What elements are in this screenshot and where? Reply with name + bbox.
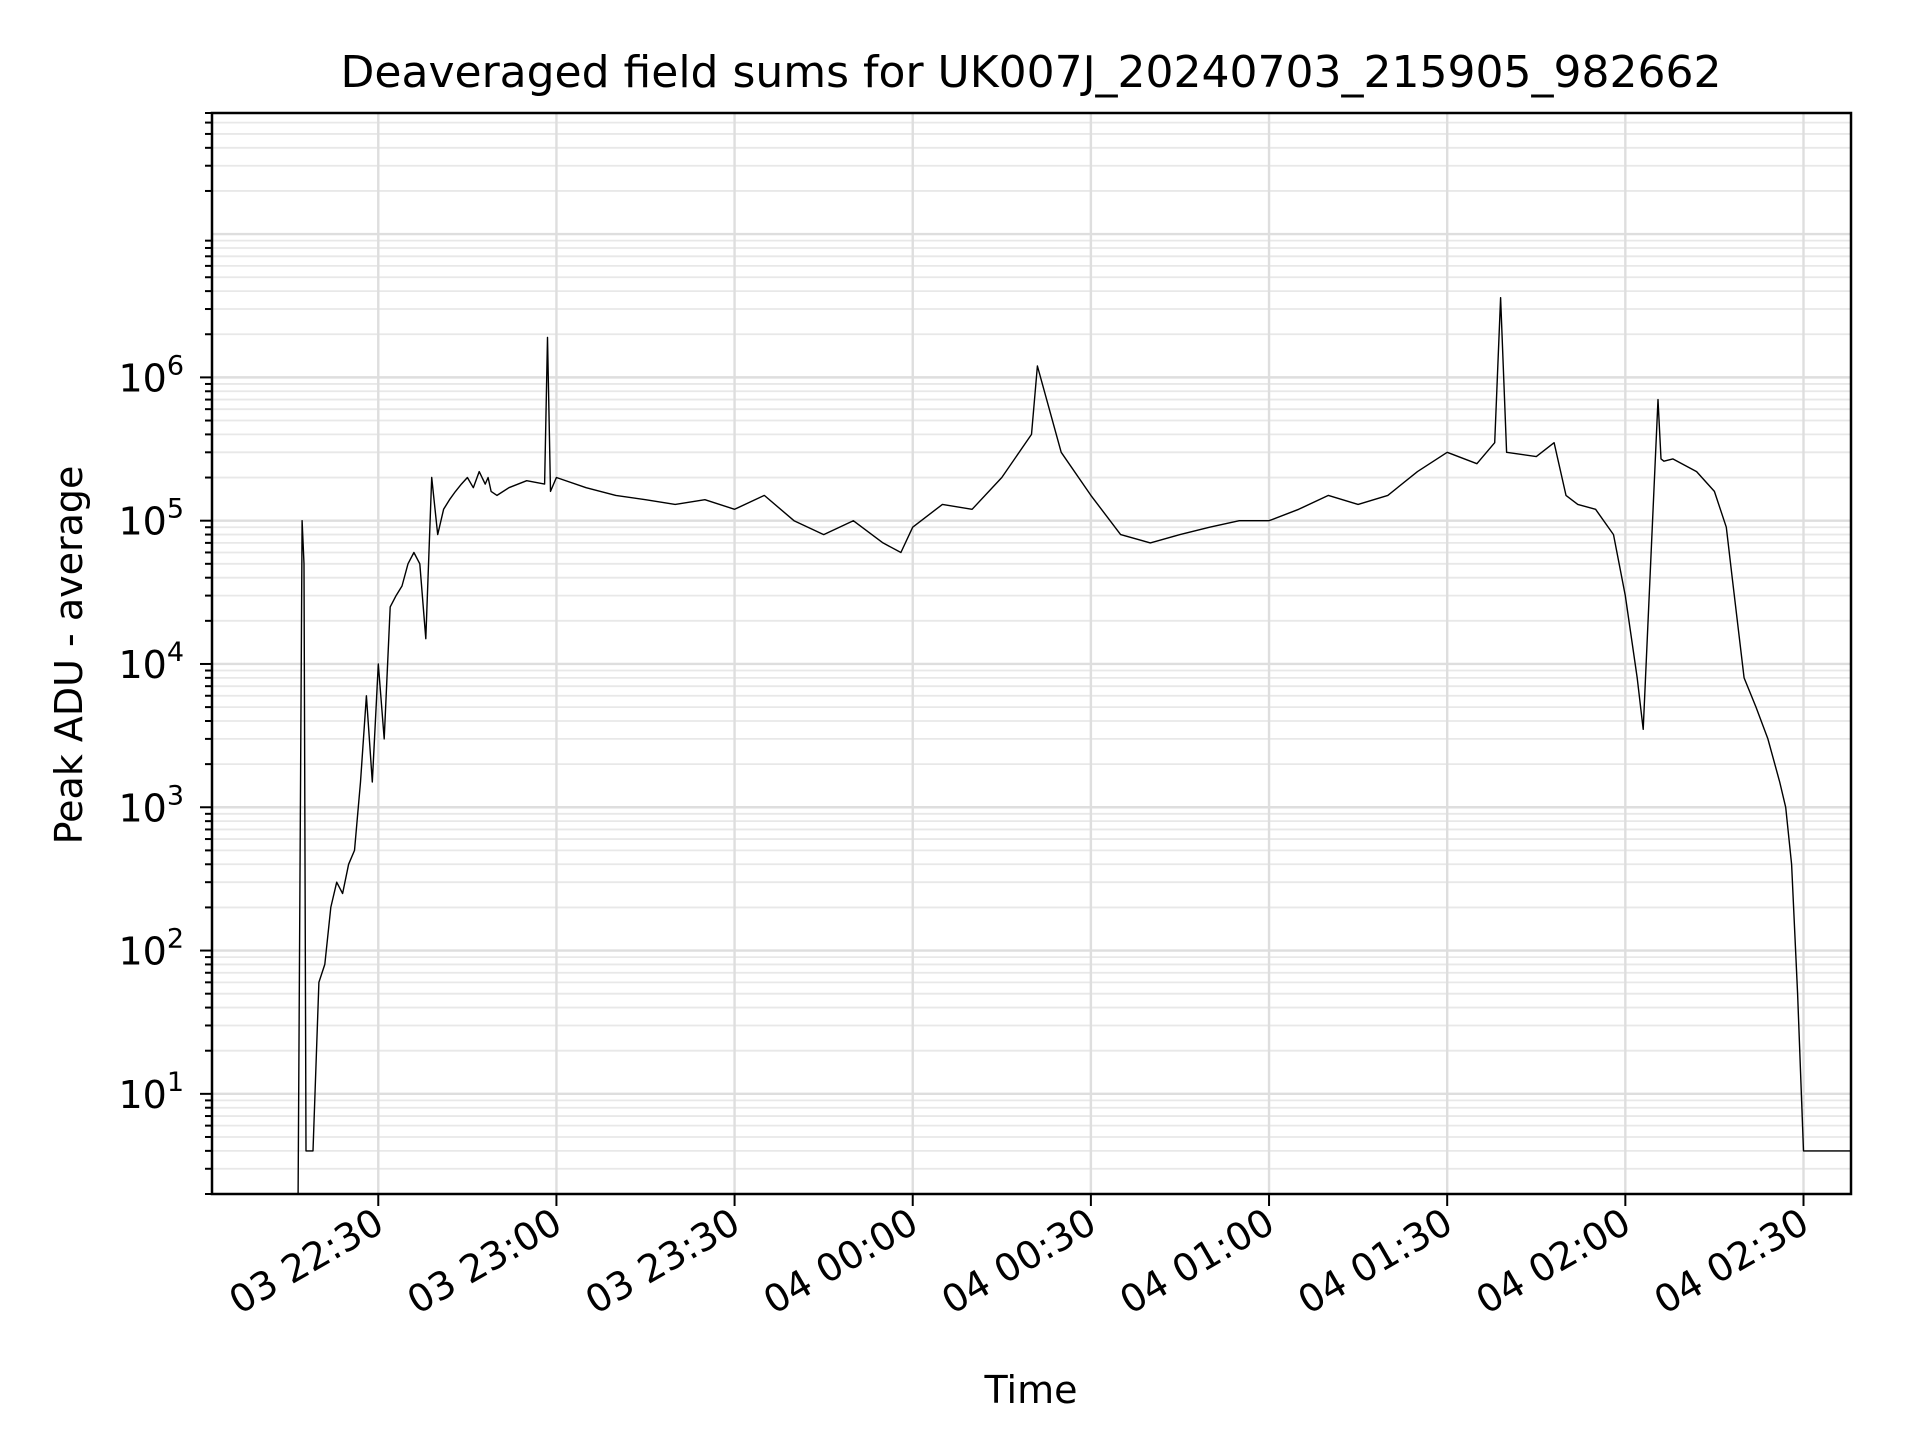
x-tick-label: 04 01:30 — [1291, 1200, 1460, 1323]
y-tick-label: 105 — [118, 494, 184, 544]
series-line — [297, 297, 1851, 1195]
x-tick-label: 04 00:30 — [934, 1200, 1103, 1323]
x-axis-ticks: 03 22:30 03 23:00 03 23:30 04 00:00 04 00:30… — [222, 1194, 1816, 1323]
x-axis-label: Time — [984, 1368, 1078, 1412]
y-axis-label: Peak ADU - average — [47, 466, 91, 845]
x-tick-label: 04 02:30 — [1647, 1200, 1816, 1323]
y-tick-label: 103 — [118, 780, 184, 830]
y-tick-label: 104 — [118, 637, 184, 687]
y-tick-label: 101 — [118, 1067, 184, 1117]
x-tick-label: 03 23:00 — [400, 1200, 569, 1323]
x-tick-label: 03 23:30 — [578, 1200, 747, 1323]
chart-title: Deaveraged field sums for UK007J_2024070… — [341, 47, 1722, 98]
y-tick-label: 106 — [118, 350, 184, 400]
plot-frame — [210, 111, 1853, 1196]
y-axis-ticks: 101 102 103 104 105 106 — [118, 112, 212, 1195]
x-tick-label: 03 22:30 — [222, 1200, 391, 1323]
grid-lines — [212, 112, 1851, 1195]
x-tick-label: 04 01:00 — [1112, 1200, 1281, 1323]
x-tick-label: 04 00:00 — [756, 1200, 925, 1323]
y-tick-label: 102 — [118, 924, 184, 974]
x-tick-label: 04 02:00 — [1469, 1200, 1638, 1323]
